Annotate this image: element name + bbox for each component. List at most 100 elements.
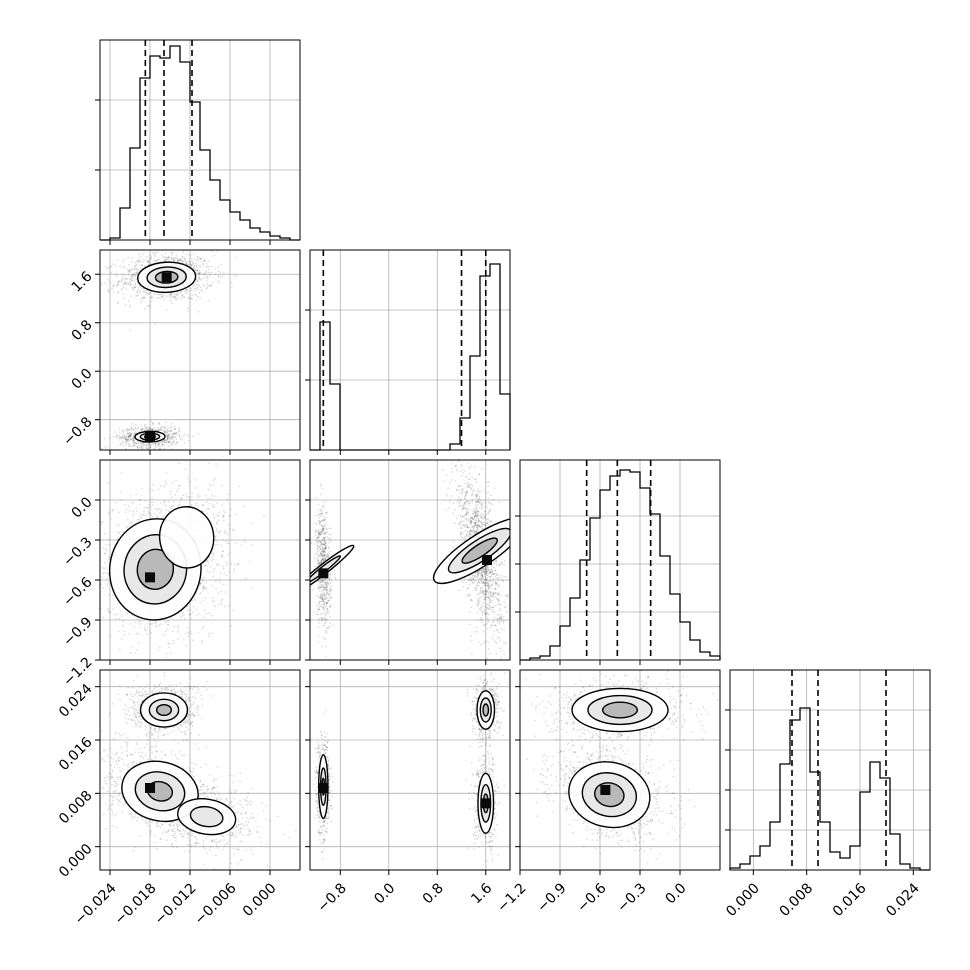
sample-point — [198, 272, 201, 275]
sample-point — [182, 251, 185, 253]
sample-point — [216, 528, 218, 530]
sample-point — [323, 554, 326, 557]
sample-point — [322, 527, 325, 530]
sample-point — [474, 514, 477, 517]
sample-point — [323, 539, 326, 542]
sample-point — [170, 506, 172, 508]
sample-point — [152, 515, 154, 518]
sample-point — [133, 441, 136, 444]
sample-point — [443, 480, 446, 483]
sample-point — [484, 593, 487, 596]
sample-point — [324, 557, 327, 559]
sample-point — [329, 625, 332, 628]
sample-point — [218, 281, 220, 284]
sample-point — [460, 463, 463, 466]
sample-point — [451, 512, 454, 515]
sample-point — [231, 286, 233, 289]
sample-point — [149, 429, 152, 431]
sample-point — [122, 286, 125, 289]
sample-point — [172, 442, 175, 445]
sample-point — [167, 441, 170, 443]
sample-point — [160, 510, 162, 512]
sample-point — [108, 291, 111, 293]
sample-point — [473, 523, 476, 526]
sample-point — [138, 641, 141, 644]
sample-point — [223, 515, 225, 517]
sample-point — [115, 617, 117, 620]
sample-point — [165, 309, 168, 312]
sample-point — [178, 258, 181, 261]
sample-point — [185, 288, 188, 291]
sample-point — [139, 622, 141, 625]
sample-point — [461, 515, 464, 517]
sample-point — [165, 482, 168, 485]
sample-point — [127, 270, 130, 273]
sample-point — [224, 591, 227, 593]
sample-point — [184, 290, 187, 293]
sample-point — [319, 530, 322, 533]
sample-point — [225, 574, 228, 576]
sample-point — [324, 555, 327, 558]
sample-point — [148, 305, 150, 307]
sample-point — [202, 599, 205, 602]
sample-point — [134, 427, 137, 430]
sample-point — [199, 264, 201, 266]
sample-point — [119, 610, 122, 612]
sample-point — [324, 533, 326, 536]
sample-point — [325, 588, 328, 591]
sample-point — [230, 508, 232, 511]
sample-point — [199, 581, 202, 584]
sample-point — [109, 611, 111, 614]
sample-point — [140, 447, 142, 449]
sample-point — [461, 503, 464, 505]
sample-point — [164, 439, 167, 441]
sample-point — [176, 259, 179, 262]
sample-point — [465, 501, 468, 503]
sample-point — [499, 594, 502, 597]
sample-point — [486, 584, 489, 587]
sample-point — [121, 435, 124, 438]
sample-point — [203, 585, 205, 588]
sample-point — [170, 441, 172, 444]
sample-point — [228, 515, 231, 518]
sample-point — [108, 594, 110, 596]
sample-point — [133, 289, 136, 291]
sample-point — [213, 254, 216, 257]
sample-point — [202, 586, 205, 589]
axes-frame — [99, 459, 301, 661]
sample-point — [321, 580, 324, 583]
sample-point — [116, 283, 119, 286]
sample-point — [117, 291, 119, 294]
sample-point — [325, 602, 328, 604]
sample-point — [322, 600, 325, 603]
sample-point — [141, 264, 144, 266]
sample-point — [320, 595, 322, 598]
sample-point — [319, 540, 322, 543]
sample-point — [317, 580, 320, 582]
sample-point — [324, 519, 327, 521]
sample-point — [163, 431, 166, 434]
sample-point — [326, 580, 329, 583]
sample-point — [132, 438, 135, 441]
sample-point — [167, 438, 169, 441]
sample-point — [127, 429, 130, 432]
sample-point — [219, 271, 222, 274]
sample-point — [128, 435, 131, 437]
sample-point — [129, 278, 132, 281]
sample-point — [129, 269, 131, 272]
sample-point — [471, 517, 474, 520]
axes-frame — [99, 249, 301, 451]
sample-point — [178, 297, 180, 300]
sample-point — [319, 561, 321, 563]
sample-point — [476, 526, 478, 529]
sample-point — [194, 284, 197, 287]
sample-point — [131, 645, 133, 648]
sample-point — [477, 619, 479, 622]
sample-point — [323, 500, 326, 503]
sample-point — [172, 432, 174, 434]
sample-point — [178, 433, 181, 436]
sample-point — [325, 596, 328, 599]
sample-point — [202, 576, 205, 579]
sample-point — [195, 299, 198, 302]
sample-point — [321, 597, 324, 600]
